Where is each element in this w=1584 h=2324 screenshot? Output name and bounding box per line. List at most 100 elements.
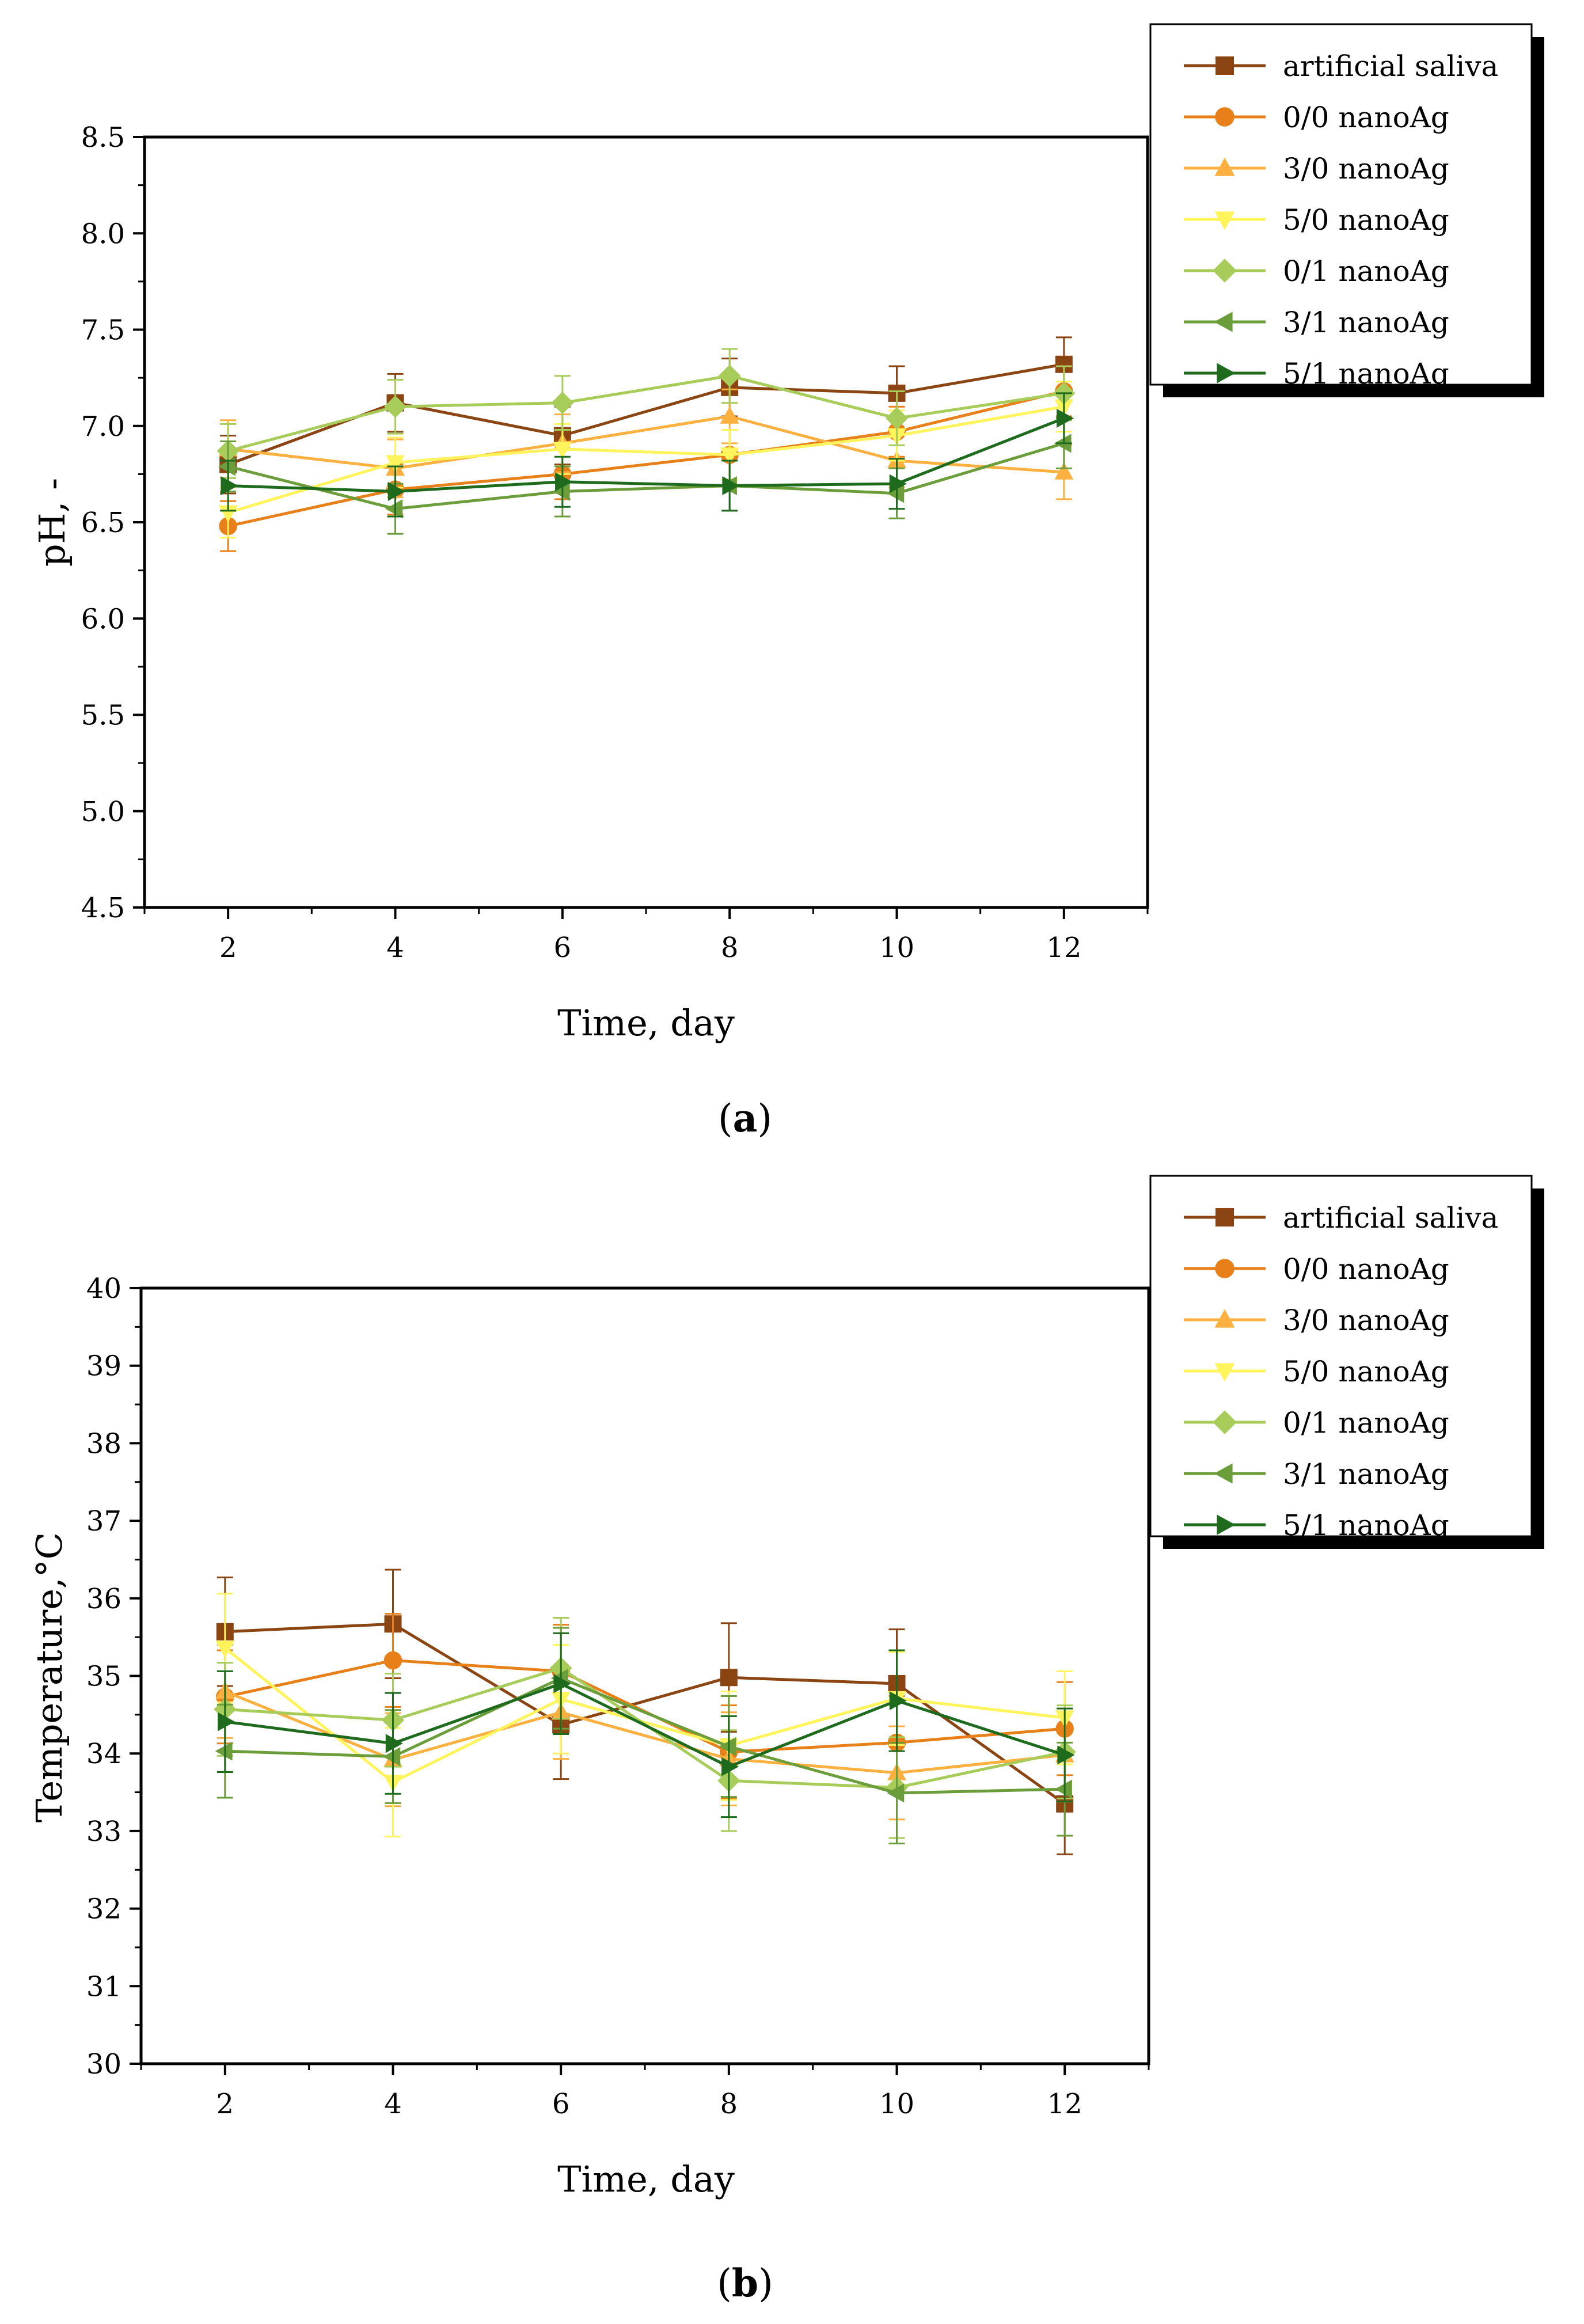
ph-series-6 bbox=[220, 392, 1074, 518]
temperature-y-axis-label: Temperature,°C bbox=[28, 1532, 70, 1822]
temperature-x-tick-label: 2 bbox=[216, 2088, 234, 2120]
temperature-y-tick-label: 31 bbox=[86, 1970, 121, 2003]
ph-axes: 2 4 6 8 10 12 4.5 5.0 5.5 6.0 6.5 7.0 7.5 8.0 8.5 bbox=[81, 121, 1149, 964]
ph-y-tick-label: 6.0 bbox=[81, 603, 125, 635]
ph-y-tick-label: 5.5 bbox=[81, 700, 125, 732]
panel-b-caption: (b) bbox=[717, 2261, 773, 2306]
temperature-legend-marker bbox=[1214, 1309, 1235, 1328]
ph-legend-label: artificial saliva bbox=[1283, 50, 1498, 83]
temperature-series-4 bbox=[214, 1616, 1076, 1839]
ph-series-line bbox=[227, 415, 1065, 474]
ph-y-tick-label: 8.5 bbox=[81, 121, 125, 154]
temperature-y-tick-label: 35 bbox=[86, 1661, 121, 1693]
ph-legend-marker bbox=[1217, 363, 1236, 383]
temperature-data-point bbox=[887, 1783, 905, 1803]
ph-data-point bbox=[722, 476, 740, 495]
temperature-data-point bbox=[720, 1669, 738, 1687]
temperature-legend-label: 3/1 nanoAg bbox=[1283, 1457, 1449, 1491]
ph-legend-marker bbox=[1214, 211, 1235, 230]
temperature-x-tick-label: 8 bbox=[720, 2088, 738, 2120]
temperature-y-tick-label: 40 bbox=[86, 1273, 121, 1305]
ph-series-line bbox=[227, 405, 1065, 514]
temperature-series-line bbox=[225, 1676, 1065, 1795]
ph-y-tick-label: 7.5 bbox=[81, 314, 125, 347]
ph-data-point bbox=[720, 447, 739, 465]
ph-legend-item: 3/1 nanoAg bbox=[1184, 306, 1449, 339]
temperature-data-point bbox=[1054, 1779, 1072, 1799]
temperature-y-tick-label: 34 bbox=[86, 1738, 121, 1770]
panel-a-ph-chart: 2 4 6 8 10 12 4.5 5.0 5.5 6.0 6.5 7.0 7.5 8.0 8.5 Time… bbox=[31, 23, 1544, 1141]
ph-legend-item: 3/0 nanoAg bbox=[1184, 152, 1449, 185]
temperature-legend-marker bbox=[1215, 1208, 1234, 1226]
temperature-legend-label: 5/1 nanoAg bbox=[1283, 1509, 1449, 1542]
panel-b-label: b bbox=[732, 2261, 758, 2306]
temperature-x-tick-label: 12 bbox=[1047, 2088, 1082, 2120]
temperature-x-tick-label: 6 bbox=[552, 2088, 570, 2120]
temperature-y-tick-label: 36 bbox=[86, 1583, 121, 1615]
ph-legend-label: 3/1 nanoAg bbox=[1283, 306, 1449, 339]
ph-data-point bbox=[553, 442, 572, 460]
temperature-y-tick-label: 30 bbox=[86, 2048, 121, 2080]
ph-series-line bbox=[227, 374, 1065, 453]
temperature-series-line bbox=[225, 1682, 1065, 1768]
ph-legend: artificial saliva 0/0 nanoAg 3/0 nanoAg 5/0… bbox=[1149, 23, 1544, 397]
ph-y-tick-label: 8.0 bbox=[81, 218, 125, 250]
ph-data-point bbox=[718, 364, 741, 388]
ph-data-point bbox=[552, 481, 570, 501]
ph-plot-frame bbox=[143, 135, 1149, 909]
ph-x-tick-label: 8 bbox=[721, 932, 739, 964]
ph-y-axis-label: pH, - bbox=[31, 478, 73, 567]
ph-series-0 bbox=[219, 336, 1073, 495]
temperature-data-point bbox=[553, 1674, 571, 1693]
temperature-legend-label: 0/1 nanoAg bbox=[1283, 1406, 1449, 1440]
ph-legend-item: 5/1 nanoAg bbox=[1184, 357, 1449, 390]
ph-x-tick-label: 12 bbox=[1046, 932, 1081, 964]
temperature-legend-item: 3/0 nanoAg bbox=[1184, 1304, 1449, 1337]
temperature-series-1 bbox=[216, 1613, 1074, 1799]
ph-legend-label: 5/1 nanoAg bbox=[1283, 357, 1449, 390]
panel-b-temperature-chart: 2 4 6 8 10 12 30 31 32 33 34 35 36 37 38 39 40 Time, day… bbox=[28, 1175, 1544, 2306]
temperature-axes: 2 4 6 8 10 12 30 31 32 33 34 35 36 37 38 39 40 bbox=[86, 1273, 1150, 2120]
temperature-x-tick-label: 10 bbox=[879, 2088, 914, 2120]
temperature-legend-item: 0/1 nanoAg bbox=[1184, 1406, 1449, 1440]
ph-y-tick-label: 5.0 bbox=[81, 796, 125, 828]
ph-data-point bbox=[886, 407, 908, 430]
panel-a-label: a bbox=[733, 1096, 758, 1141]
temperature-y-tick-label: 32 bbox=[86, 1893, 121, 1926]
temperature-legend: artificial saliva 0/0 nanoAg 3/0 nanoAg 5/0… bbox=[1149, 1175, 1544, 1549]
ph-legend-item: artificial saliva bbox=[1184, 50, 1498, 83]
ph-legend-marker bbox=[1214, 312, 1233, 332]
temperature-legend-marker bbox=[1217, 1514, 1236, 1535]
temperature-plot-marks bbox=[214, 1569, 1076, 1855]
temperature-data-point bbox=[383, 1651, 402, 1670]
temperature-legend-label: 5/0 nanoAg bbox=[1283, 1355, 1449, 1388]
ph-data-point bbox=[551, 392, 574, 415]
ph-series-line bbox=[228, 417, 1065, 493]
temperature-legend-marker bbox=[1214, 1363, 1235, 1382]
ph-x-tick-label: 4 bbox=[386, 932, 404, 964]
temperature-data-point bbox=[215, 1741, 233, 1761]
ph-data-point bbox=[1054, 462, 1074, 480]
ph-data-point bbox=[1055, 355, 1073, 373]
temperature-y-tick-label: 37 bbox=[86, 1505, 121, 1537]
temperature-legend-item: 0/0 nanoAg bbox=[1184, 1252, 1449, 1286]
ph-data-point bbox=[218, 457, 235, 476]
ph-series-4 bbox=[216, 348, 1076, 479]
ph-x-axis-label: Time, day bbox=[557, 1002, 735, 1044]
ph-legend-marker bbox=[1215, 107, 1234, 127]
ph-legend-box bbox=[1149, 23, 1533, 386]
temperature-legend-label: artificial saliva bbox=[1283, 1201, 1498, 1235]
ph-legend-label: 0/0 nanoAg bbox=[1283, 101, 1449, 134]
temperature-legend-box bbox=[1149, 1175, 1533, 1537]
temperature-series-6 bbox=[216, 1632, 1075, 1818]
ph-legend-item: 5/0 nanoAg bbox=[1184, 203, 1449, 237]
temperature-legend-item: 5/1 nanoAg bbox=[1184, 1509, 1449, 1542]
ph-legend-marker bbox=[1214, 157, 1235, 176]
temperature-data-point bbox=[218, 1712, 235, 1731]
ph-series-line bbox=[227, 363, 1065, 466]
temperature-data-point bbox=[889, 1691, 907, 1711]
ph-y-tick-label: 4.5 bbox=[81, 892, 125, 924]
ph-data-point bbox=[720, 406, 739, 424]
ph-plot-marks bbox=[216, 336, 1076, 552]
